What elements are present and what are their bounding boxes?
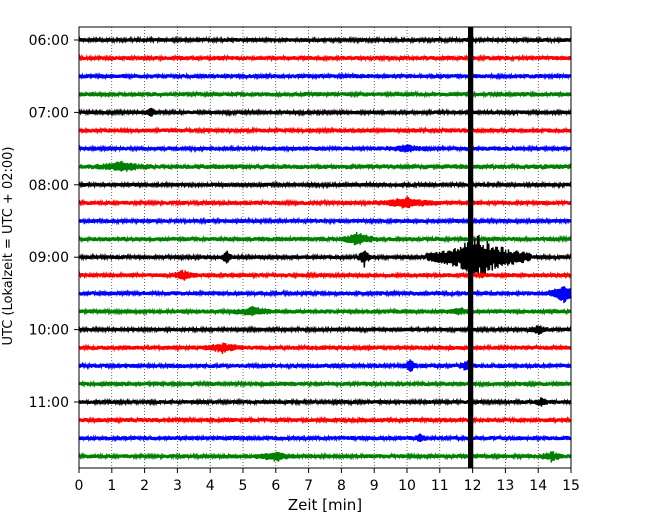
x-tick-label: 7 xyxy=(304,478,313,494)
trace-0930 xyxy=(78,286,572,304)
trace-1130 xyxy=(78,433,572,443)
x-tick-label: 2 xyxy=(140,478,149,494)
x-tick-label: 1 xyxy=(107,478,116,494)
x-tick-label: 11 xyxy=(431,478,449,494)
x-tick-label: 3 xyxy=(173,478,182,494)
trace-0945 xyxy=(78,305,572,317)
trace-0845 xyxy=(78,231,572,246)
y-tick-label: 11:00 xyxy=(29,395,69,411)
trace-0600 xyxy=(78,35,572,45)
trace-1045 xyxy=(78,379,572,389)
x-tick-label: 6 xyxy=(271,478,280,494)
x-tick-label: 5 xyxy=(239,478,248,494)
y-tick-label: 07:00 xyxy=(29,105,69,121)
y-tick-label: 06:00 xyxy=(29,33,69,49)
trace-1030 xyxy=(78,359,572,373)
trace-0645 xyxy=(78,89,572,99)
trace-1115 xyxy=(78,415,572,425)
signal-saturation-band xyxy=(468,27,474,468)
trace-0915 xyxy=(78,269,572,281)
x-tick-label: 4 xyxy=(206,478,215,494)
trace-1000 xyxy=(78,325,572,335)
x-tick-label: 9 xyxy=(370,478,379,494)
x-axis-label: Zeit [min] xyxy=(288,496,362,514)
x-tick-label: 8 xyxy=(337,478,346,494)
y-axis-label: UTC (Lokalzeit = UTC + 02:00) xyxy=(1,147,16,346)
trace-0815 xyxy=(78,196,572,209)
trace-0715 xyxy=(78,126,572,135)
x-tick-label: 14 xyxy=(529,478,547,494)
trace-0630 xyxy=(78,71,572,81)
y-axis-ticks: 06:00 07:00 08:00 09:00 10:00 11:00 xyxy=(29,33,79,411)
trace-0800 xyxy=(78,180,572,190)
y-tick-label: 08:00 xyxy=(29,178,69,194)
trace-1100 xyxy=(78,397,572,407)
plot-frame xyxy=(78,26,572,469)
x-tick-label: 13 xyxy=(496,478,514,494)
trace-0615 xyxy=(78,53,572,63)
trace-1145 xyxy=(78,451,572,463)
x-tick-label: 0 xyxy=(75,478,84,494)
trace-0700 xyxy=(78,107,572,118)
y-tick-label: 10:00 xyxy=(29,323,69,339)
x-tick-label: 12 xyxy=(464,478,482,494)
plot-area xyxy=(78,26,572,469)
trace-0830 xyxy=(78,216,572,226)
trace-0900 xyxy=(78,234,572,279)
trace-0745 xyxy=(78,160,572,172)
x-tick-label: 15 xyxy=(562,478,580,494)
trace-1015 xyxy=(78,342,572,354)
y-tick-label: 09:00 xyxy=(29,250,69,266)
x-axis-ticks: 0 1 2 3 4 5 6 7 8 9 10 11 12 13 14 15 xyxy=(75,468,580,494)
x-tick-label: 10 xyxy=(398,478,416,494)
trace-0730 xyxy=(78,144,572,154)
